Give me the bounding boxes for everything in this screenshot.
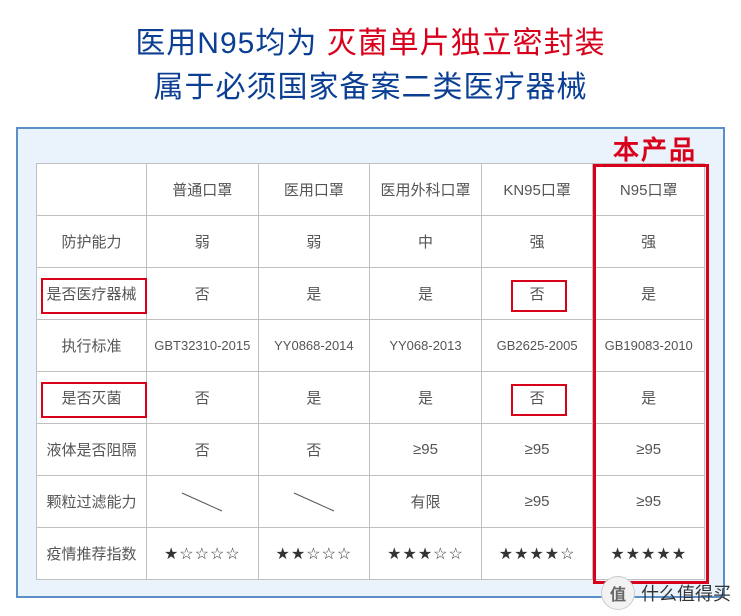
table-cell: 是 bbox=[593, 268, 705, 320]
table-cell: YY068-2013 bbox=[370, 320, 482, 372]
table-row: 执行标准GBT32310-2015YY0868-2014YY068-2013GB… bbox=[37, 320, 705, 372]
table-cell: ★★☆☆☆ bbox=[258, 528, 370, 580]
row-header: 是否医疗器械 bbox=[37, 268, 147, 320]
product-label: 本产品 bbox=[613, 130, 697, 167]
table-row: 防护能力弱弱中强强 bbox=[37, 216, 705, 268]
table-cell: 弱 bbox=[258, 216, 370, 268]
column-header: 普通口罩 bbox=[147, 164, 259, 216]
watermark-badge: 值 什么值得买 bbox=[601, 576, 731, 610]
table-cell: ≥95 bbox=[481, 476, 593, 528]
table-cell: 否 bbox=[481, 372, 593, 424]
header-1b: 灭菌单片独立密封装 bbox=[327, 27, 606, 60]
table-cell: ★★★☆☆ bbox=[370, 528, 482, 580]
table-cell: 弱 bbox=[147, 216, 259, 268]
table-cell: ≥95 bbox=[481, 424, 593, 476]
row-header: 防护能力 bbox=[37, 216, 147, 268]
table-cell: 中 bbox=[370, 216, 482, 268]
header-line-1: 医用N95均为 灭菌单片独立密封装 bbox=[0, 22, 741, 66]
table-cell: 否 bbox=[481, 268, 593, 320]
header-line-2: 属于必须国家备案二类医疗器械 bbox=[0, 66, 741, 110]
column-header: KN95口罩 bbox=[481, 164, 593, 216]
column-header: 医用外科口罩 bbox=[370, 164, 482, 216]
watermark-text: 什么值得买 bbox=[641, 580, 731, 606]
column-header: 医用口罩 bbox=[258, 164, 370, 216]
table-cell: 否 bbox=[258, 424, 370, 476]
table-container: 本产品 普通口罩医用口罩医用外科口罩KN95口罩N95口罩 防护能力弱弱中强强是… bbox=[16, 127, 725, 598]
table-cell: 强 bbox=[481, 216, 593, 268]
header: 医用N95均为 灭菌单片独立密封装 属于必须国家备案二类医疗器械 bbox=[0, 0, 741, 127]
table-cell: 否 bbox=[147, 424, 259, 476]
comparison-table: 普通口罩医用口罩医用外科口罩KN95口罩N95口罩 防护能力弱弱中强强是否医疗器… bbox=[36, 163, 705, 580]
table-row: 液体是否阻隔否否≥95≥95≥95 bbox=[37, 424, 705, 476]
table-cell: ★☆☆☆☆ bbox=[147, 528, 259, 580]
table-row: 是否灭菌否是是否是 bbox=[37, 372, 705, 424]
table-cell: 强 bbox=[593, 216, 705, 268]
table-cell: GBT32310-2015 bbox=[147, 320, 259, 372]
table-cell: 是 bbox=[258, 372, 370, 424]
table-row: 是否医疗器械否是是否是 bbox=[37, 268, 705, 320]
table-cell: 是 bbox=[370, 268, 482, 320]
table-cell: 是 bbox=[593, 372, 705, 424]
table-cell: ≥95 bbox=[593, 476, 705, 528]
column-header: N95口罩 bbox=[593, 164, 705, 216]
table-cell: ≥95 bbox=[370, 424, 482, 476]
row-header: 液体是否阻隔 bbox=[37, 424, 147, 476]
table-cell: GB19083-2010 bbox=[593, 320, 705, 372]
table-cell: YY0868-2014 bbox=[258, 320, 370, 372]
row-header: 执行标准 bbox=[37, 320, 147, 372]
table-cell: 是 bbox=[258, 268, 370, 320]
table-row: 疫情推荐指数★☆☆☆☆★★☆☆☆★★★☆☆★★★★☆★★★★★ bbox=[37, 528, 705, 580]
table-cell: ★★★★★ bbox=[593, 528, 705, 580]
table-cell: 是 bbox=[370, 372, 482, 424]
header-1a: 医用N95均为 bbox=[135, 27, 326, 60]
table-cell: ≥95 bbox=[593, 424, 705, 476]
table-row: 颗粒过滤能力有限≥95≥95 bbox=[37, 476, 705, 528]
row-header: 颗粒过滤能力 bbox=[37, 476, 147, 528]
table-cell bbox=[258, 476, 370, 528]
row-header: 是否灭菌 bbox=[37, 372, 147, 424]
table-cell: 否 bbox=[147, 268, 259, 320]
table-cell: ★★★★☆ bbox=[481, 528, 593, 580]
corner-cell bbox=[37, 164, 147, 216]
table-cell bbox=[147, 476, 259, 528]
table-cell: 否 bbox=[147, 372, 259, 424]
table-cell: 有限 bbox=[370, 476, 482, 528]
row-header: 疫情推荐指数 bbox=[37, 528, 147, 580]
table-cell: GB2625-2005 bbox=[481, 320, 593, 372]
watermark-icon: 值 bbox=[601, 576, 635, 610]
